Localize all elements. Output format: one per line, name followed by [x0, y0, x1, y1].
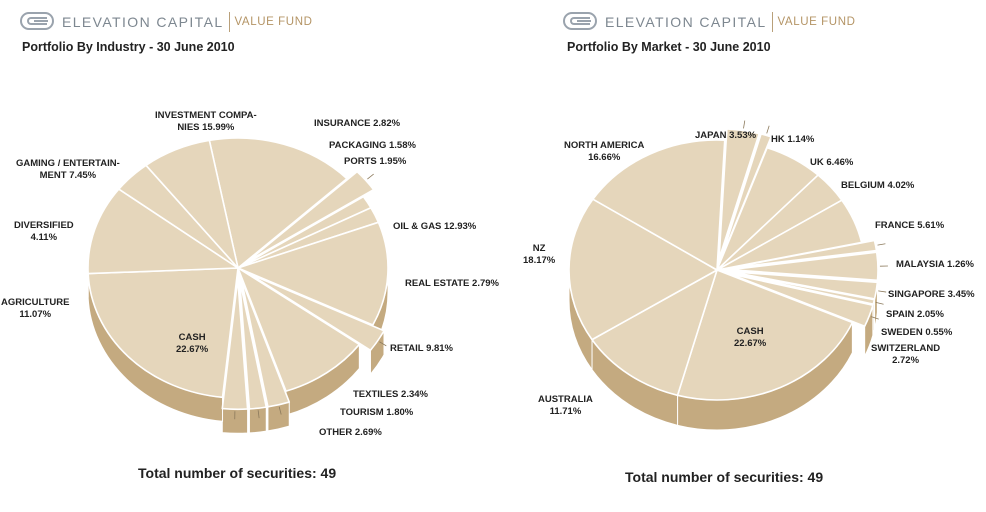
- pie-slice-gaming-entertainment: [145, 139, 239, 269]
- slice-label-hk: HK 1.14%: [771, 134, 815, 145]
- brand-divider: [228, 12, 230, 32]
- slice-label-singapore: SINGAPORE 3.45%: [888, 289, 975, 300]
- leader-line-textiles: [278, 406, 282, 415]
- pie-slice-agriculture: [87, 188, 239, 275]
- brand-name: ELEVATION CAPITAL: [605, 14, 767, 30]
- chart-title: Portfolio By Industry - 30 June 2010: [22, 40, 235, 54]
- leader-line-japan: [743, 120, 746, 129]
- pie-slice-investment-companies: [208, 137, 348, 269]
- slice-label-sweden: SWEDEN 0.55%: [881, 327, 953, 338]
- leader-line-spain: [878, 290, 887, 293]
- pie-slice-singapore: [729, 251, 879, 282]
- slice-label-belgium: BELGIUM 4.02%: [841, 180, 915, 191]
- pie-slice-north-america: [592, 139, 726, 271]
- slice-label-oil-gas: OIL & GAS 12.93%: [393, 221, 477, 232]
- slice-label-cash: CASH 22.67%: [734, 326, 767, 349]
- brand-header: ELEVATION CAPITAL VALUE FUND: [563, 11, 856, 33]
- slice-label-textiles: TEXTILES 2.34%: [353, 389, 428, 400]
- leader-line-insurance: [367, 173, 374, 180]
- pie-slice-spain: [729, 270, 879, 300]
- pie-slice-nz: [568, 198, 718, 341]
- slice-label-tourism: TOURISM 1.80%: [340, 407, 414, 418]
- market-panel: ELEVATION CAPITAL VALUE FUND Portfolio B…: [493, 0, 986, 512]
- industry-pie-chart: [87, 137, 389, 434]
- leader-line-malaysia: [877, 243, 886, 246]
- pie-slice-cash: [87, 267, 239, 399]
- market-pie-chart: [568, 120, 888, 431]
- elevation-capital-logo-icon: [563, 12, 601, 32]
- pie-slice-switzerland: [728, 272, 874, 328]
- brand-name: ELEVATION CAPITAL: [62, 14, 224, 30]
- slice-label-insurance: INSURANCE 2.82%: [314, 118, 401, 129]
- chart-footer: Total number of securities: 49: [625, 469, 824, 485]
- pie-slice-retail: [237, 267, 361, 392]
- pie-slice-real-estate: [248, 273, 385, 352]
- brand-subtitle: VALUE FUND: [777, 16, 856, 28]
- slice-label-spain: SPAIN 2.05%: [886, 309, 944, 320]
- leader-line-tourism: [257, 410, 260, 419]
- slice-label-france: FRANCE 5.61%: [875, 220, 945, 231]
- slice-label-malaysia: MALAYSIA 1.26%: [896, 259, 974, 270]
- elevation-capital-logo-icon: [20, 12, 58, 32]
- brand-subtitle: VALUE FUND: [234, 16, 313, 28]
- leader-line-real-estate: [379, 341, 387, 347]
- brand-divider: [771, 12, 773, 32]
- slice-label-real-estate: REAL ESTATE 2.79%: [405, 278, 499, 289]
- slice-label-agriculture: AGRICULTURE 11.07%: [1, 297, 70, 320]
- pie-slice-japan: [718, 128, 760, 260]
- slice-label-investment-companies: INVESTMENT COMPA- NIES 15.99%: [155, 110, 257, 133]
- slice-label-switzerland: SWITZERLAND 2.72%: [871, 343, 941, 366]
- industry-panel: ELEVATION CAPITAL VALUE FUND Portfolio B…: [1, 11, 499, 481]
- chart-footer: Total number of securities: 49: [138, 465, 337, 481]
- slice-label-gaming-entertainment: GAMING / ENTERTAIN- MENT 7.45%: [16, 158, 120, 181]
- slice-label-other: OTHER 2.69%: [319, 427, 382, 438]
- slice-label-retail: RETAIL 9.81%: [390, 343, 454, 354]
- chart-title: Portfolio By Market - 30 June 2010: [567, 40, 771, 54]
- leader-line-sweden: [875, 302, 884, 305]
- leader-line-hk: [766, 125, 770, 134]
- pie-slice-insurance: [247, 170, 375, 262]
- pie-slice-malaysia: [729, 239, 878, 269]
- brand-header: ELEVATION CAPITAL VALUE FUND: [20, 11, 313, 33]
- slice-label-uk: UK 6.46%: [810, 157, 854, 168]
- pie-slice-sweden: [728, 271, 876, 305]
- slice-label-cash: CASH 22.67%: [176, 332, 209, 355]
- slice-label-nz: NZ 18.17%: [523, 243, 556, 266]
- pie-slice-australia: [591, 269, 718, 397]
- pie-slice-other: [221, 278, 249, 411]
- pie-slice-oil-gas: [237, 221, 389, 326]
- pie-slice-tourism: [238, 278, 268, 410]
- slice-label-packaging: PACKAGING 1.58%: [329, 140, 416, 151]
- pie-slice-textiles: [240, 278, 291, 408]
- slice-label-diversified: DIVERSIFIED 4.11%: [14, 220, 74, 243]
- slice-label-australia: AUSTRALIA 11.71%: [538, 394, 593, 417]
- pie-slice-cash: [676, 269, 854, 401]
- leader-line-switzerland: [871, 316, 879, 320]
- slice-label-ports: PORTS 1.95%: [344, 156, 407, 167]
- slice-label-japan: JAPAN 3.53%: [695, 130, 757, 141]
- slice-label-north-america: NORTH AMERICA 16.66%: [564, 140, 645, 163]
